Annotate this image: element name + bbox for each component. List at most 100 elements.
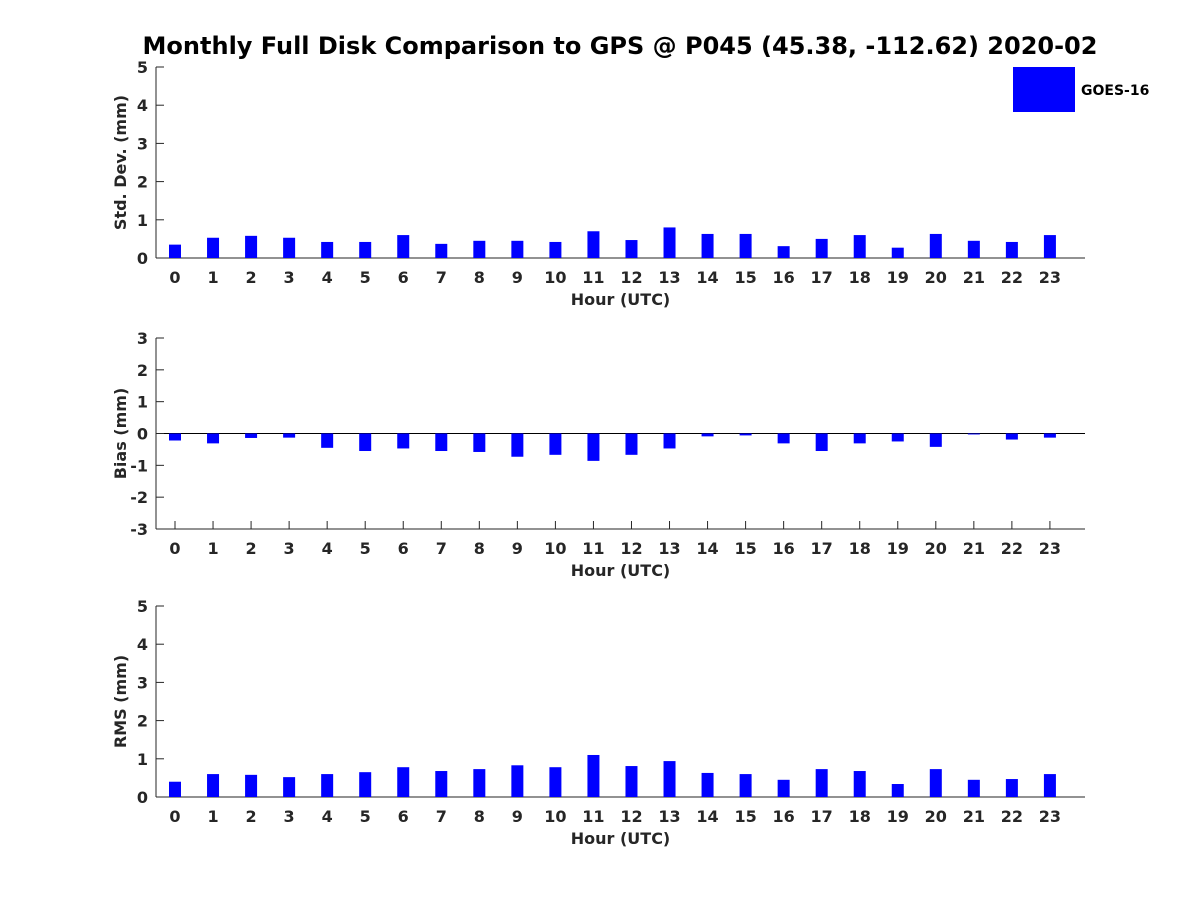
bar-hour-0 xyxy=(169,433,181,441)
x-tick-label: 16 xyxy=(773,807,795,826)
bar-hour-4 xyxy=(321,433,334,448)
bar-hour-3 xyxy=(283,237,296,258)
bar-hour-1 xyxy=(207,237,220,258)
x-tick-label: 4 xyxy=(322,268,333,287)
x-tick-label: 11 xyxy=(582,539,604,558)
bar-hour-8 xyxy=(473,769,486,797)
x-tick-label: 1 xyxy=(207,539,218,558)
x-tick-label: 12 xyxy=(620,539,642,558)
x-tick-label: 9 xyxy=(512,268,523,287)
bar-hour-1 xyxy=(207,774,220,797)
bar-hour-22 xyxy=(1005,779,1018,797)
bar-hour-19 xyxy=(891,247,904,258)
x-tick-label: 5 xyxy=(360,807,371,826)
x-tick-label: 11 xyxy=(582,268,604,287)
bar-hour-11 xyxy=(587,433,600,461)
x-tick-label: 21 xyxy=(963,807,985,826)
legend-swatch-goes16 xyxy=(1013,67,1075,112)
bar-hour-6 xyxy=(397,235,410,258)
x-tick-label: 18 xyxy=(849,268,871,287)
x-tick-label: 13 xyxy=(658,807,680,826)
x-tick-label: 10 xyxy=(544,539,566,558)
bar-hour-11 xyxy=(587,231,600,258)
x-tick-label: 12 xyxy=(620,807,642,826)
y-tick-label: 1 xyxy=(137,211,148,230)
x-tick-label: 7 xyxy=(436,807,447,826)
bar-hour-21 xyxy=(967,433,980,435)
bar-hour-6 xyxy=(397,433,410,449)
bar-hour-8 xyxy=(473,240,486,258)
legend: GOES-16 xyxy=(1013,67,1149,112)
bar-hour-20 xyxy=(929,769,942,797)
bar-hour-10 xyxy=(549,767,562,797)
x-tick-label: 16 xyxy=(773,268,795,287)
bar-hour-12 xyxy=(625,766,638,797)
bar-hour-15 xyxy=(739,233,752,258)
x-tick-label: 2 xyxy=(246,807,257,826)
y-tick-label: 3 xyxy=(137,329,148,348)
x-tick-label: 18 xyxy=(849,539,871,558)
x-tick-label: 9 xyxy=(512,807,523,826)
y-tick-label: 2 xyxy=(137,173,148,192)
y-tick-label: -2 xyxy=(130,488,148,507)
x-tick-label: 23 xyxy=(1039,539,1061,558)
bar-hour-21 xyxy=(967,240,980,258)
bar-hour-7 xyxy=(435,243,448,258)
x-tick-label: 16 xyxy=(773,539,795,558)
x-tick-label: 19 xyxy=(887,807,909,826)
x-tick-label: 18 xyxy=(849,807,871,826)
x-tick-label: 9 xyxy=(512,539,523,558)
y-axis-label: Std. Dev. (mm) xyxy=(111,95,130,230)
y-tick-label: 2 xyxy=(137,361,148,380)
x-tick-label: 19 xyxy=(887,539,909,558)
y-tick-label: 4 xyxy=(137,635,148,654)
bar-hour-14 xyxy=(701,772,714,797)
bar-hour-5 xyxy=(359,241,372,258)
y-axis-label: Bias (mm) xyxy=(111,388,130,480)
x-tick-label: 21 xyxy=(963,539,985,558)
bar-hour-8 xyxy=(473,433,486,452)
bar-hour-4 xyxy=(321,241,334,258)
x-tick-label: 17 xyxy=(811,539,833,558)
x-tick-label: 1 xyxy=(207,807,218,826)
x-tick-label: 5 xyxy=(360,539,371,558)
x-tick-label: 4 xyxy=(322,807,333,826)
bar-hour-16 xyxy=(777,779,790,797)
x-tick-label: 11 xyxy=(582,807,604,826)
bar-hour-23 xyxy=(1043,774,1056,797)
x-tick-label: 2 xyxy=(246,539,257,558)
bar-hour-17 xyxy=(815,433,828,452)
y-tick-label: 3 xyxy=(137,673,148,692)
bar-hour-5 xyxy=(359,772,372,797)
x-tick-label: 4 xyxy=(322,539,333,558)
x-tick-label: 0 xyxy=(169,807,180,826)
x-tick-label: 15 xyxy=(734,539,756,558)
y-tick-label: 3 xyxy=(137,134,148,153)
y-tick-label: 1 xyxy=(137,750,148,769)
x-tick-label: 8 xyxy=(474,807,485,826)
x-tick-label: 23 xyxy=(1039,268,1061,287)
bar-hour-2 xyxy=(245,433,258,438)
x-tick-label: 13 xyxy=(658,268,680,287)
x-tick-label: 12 xyxy=(620,268,642,287)
bar-hour-9 xyxy=(511,240,524,258)
x-tick-label: 17 xyxy=(811,268,833,287)
bar-hour-14 xyxy=(701,433,714,437)
bar-hour-7 xyxy=(435,771,448,797)
x-tick-label: 5 xyxy=(360,268,371,287)
bar-hour-3 xyxy=(283,433,296,438)
bar-hour-12 xyxy=(625,433,638,455)
x-tick-label: 20 xyxy=(925,268,947,287)
x-tick-label: 10 xyxy=(544,268,566,287)
bar-hour-10 xyxy=(549,241,562,258)
bar-hour-4 xyxy=(321,774,334,797)
bar-hour-21 xyxy=(967,779,980,797)
x-tick-label: 13 xyxy=(658,539,680,558)
bar-hour-5 xyxy=(359,433,372,452)
bar-hour-13 xyxy=(663,227,676,258)
bar-hour-0 xyxy=(169,244,181,258)
bar-hour-9 xyxy=(511,765,524,797)
